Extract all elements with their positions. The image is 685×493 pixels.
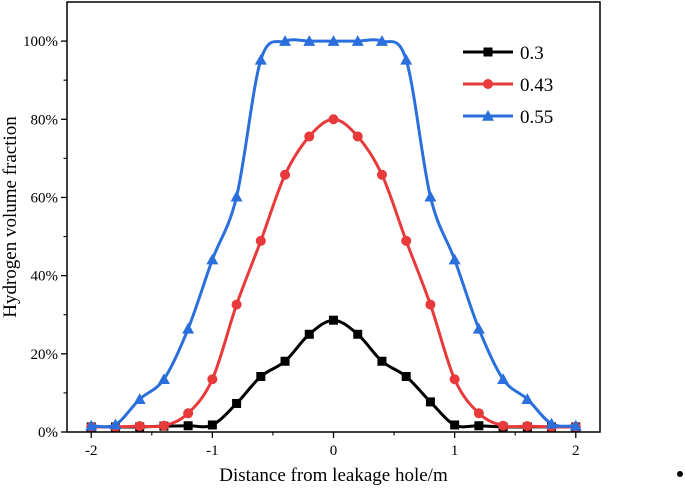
data-point (353, 329, 363, 339)
data-point (352, 131, 363, 142)
data-point (401, 371, 411, 381)
plot-frame (66, 1, 601, 433)
y-tick-label: 80% (31, 112, 59, 128)
data-point (545, 417, 558, 429)
data-point (231, 299, 242, 310)
data-point (425, 397, 435, 407)
data-point (424, 190, 437, 202)
series-line (91, 38, 576, 429)
data-point (327, 35, 340, 46)
data-point (303, 35, 316, 46)
data-point (280, 356, 290, 366)
y-tick-label: 0% (38, 425, 58, 441)
series-0-55 (85, 35, 582, 431)
data-point (279, 35, 292, 46)
data-point (473, 408, 484, 419)
data-point (569, 419, 582, 431)
x-tick-label: 2 (572, 443, 580, 459)
y-tick-label: 40% (31, 269, 59, 285)
data-point (376, 169, 387, 180)
data-point (375, 35, 388, 46)
data-point (304, 131, 315, 142)
data-point (474, 421, 484, 431)
x-axis-title: Distance from leakage hole/m (219, 465, 448, 486)
data-point (400, 53, 413, 65)
legend-label: 0.3 (520, 43, 544, 64)
x-tick-label: -2 (85, 443, 98, 459)
x-tick-label: 0 (330, 443, 338, 459)
data-point (328, 114, 339, 125)
data-point (183, 421, 193, 431)
x-tick-label: 1 (451, 443, 459, 459)
data-point (256, 371, 266, 381)
y-tick-label: 60% (31, 190, 59, 206)
data-point (230, 190, 243, 202)
data-point (255, 235, 266, 246)
data-point (183, 408, 194, 419)
data-point (304, 329, 314, 339)
tick-layer: -2 -1 0 1 20%20%40%60%80%100% (23, 34, 580, 459)
data-point (425, 299, 436, 310)
data-point (280, 169, 291, 180)
series-0-3 (86, 315, 581, 432)
data-point (157, 373, 170, 385)
data-point (522, 421, 533, 432)
legend-label: 0.55 (520, 107, 553, 128)
data-point (449, 374, 460, 385)
legend-marker (483, 47, 493, 57)
data-point (134, 421, 145, 432)
legend-marker (483, 79, 493, 89)
series-layer (85, 35, 582, 432)
data-point (329, 315, 338, 325)
y-axis-title: Hydrogen volume fraction (0, 116, 21, 318)
data-point (450, 420, 460, 430)
data-point (472, 322, 485, 334)
data-point (182, 322, 195, 334)
y-tick-label: 100% (23, 34, 58, 50)
data-point (206, 253, 219, 265)
y-tick-label: 20% (31, 347, 59, 363)
data-point (498, 420, 509, 431)
data-point (448, 253, 461, 265)
data-point (133, 393, 146, 404)
data-point (377, 356, 387, 366)
data-point (351, 35, 364, 46)
legend-label: 0.43 (520, 75, 553, 96)
data-point (158, 420, 169, 431)
data-point (401, 235, 412, 246)
data-point (109, 418, 122, 430)
x-tick-label: -1 (206, 443, 219, 459)
stray-dot (677, 471, 683, 477)
data-point (232, 398, 242, 408)
data-point (207, 374, 218, 385)
data-point (207, 420, 217, 430)
data-point (254, 53, 267, 65)
data-point (521, 393, 534, 404)
data-point (497, 373, 510, 385)
legend: 0.3 0.43 0.55 (463, 43, 553, 128)
data-point (85, 419, 98, 431)
legend-marker (482, 110, 494, 121)
